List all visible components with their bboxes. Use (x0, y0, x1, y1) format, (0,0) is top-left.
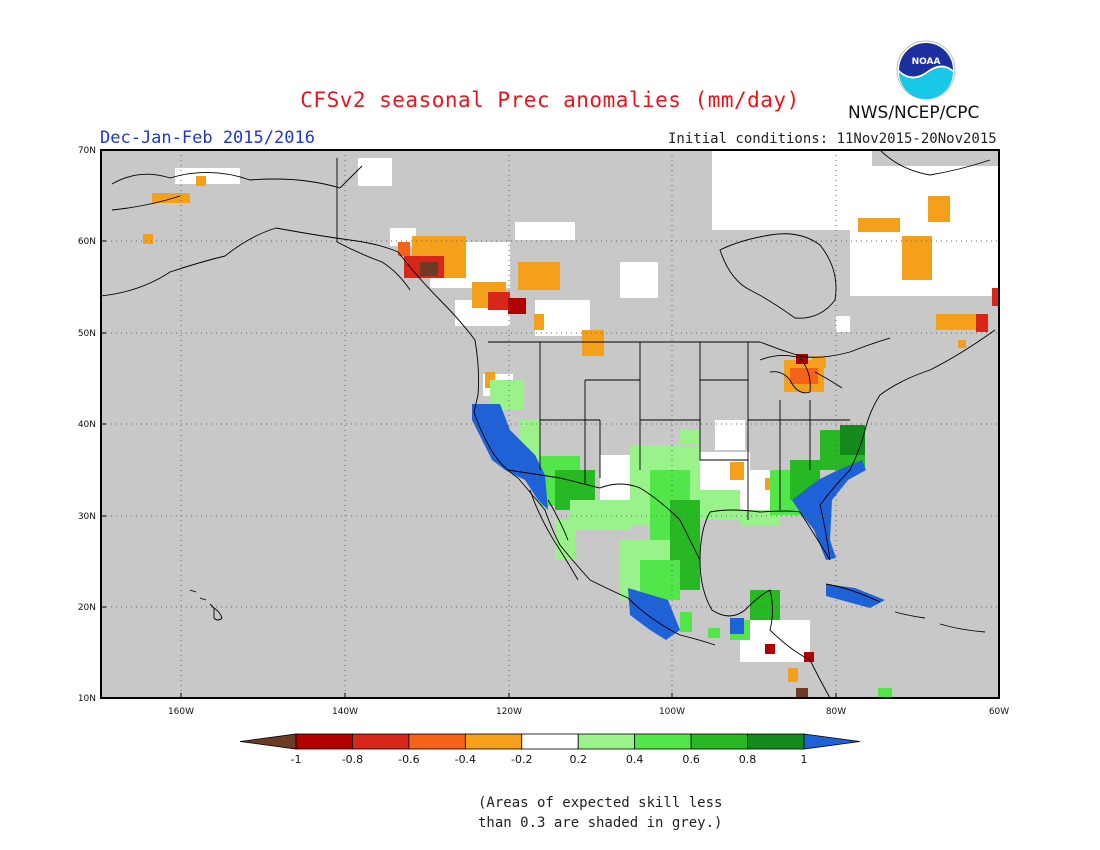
longitude-labels: 160W 140W 120W 100W 80W 60W (168, 707, 1009, 717)
lon-label: 100W (659, 707, 685, 717)
colorbar-label: 0.8 (739, 753, 757, 766)
lat-label: 60N (78, 237, 96, 247)
colorbar: -1 -0.8 -0.6 -0.4 -0.2 0.2 0.4 0.6 0.8 1 (239, 733, 861, 766)
colorbar-low-arrow (239, 733, 297, 750)
lon-label: 60W (989, 707, 1009, 717)
noaa-logo: NOAA (896, 40, 956, 100)
colorbar-swatch (464, 733, 523, 750)
season-label: Dec-Jan-Feb 2015/2016 (100, 128, 315, 148)
lat-label: 10N (78, 694, 96, 704)
dry-anomaly-patches (143, 176, 999, 698)
lat-label: 40N (78, 420, 96, 430)
colorbar-swatch (408, 733, 466, 750)
noaa-logo-text: NOAA (912, 57, 941, 67)
colorbar-swatch (634, 733, 692, 750)
page-title: CFSv2 seasonal Prec anomalies (mm/day) (300, 88, 800, 112)
colorbar-label: -0.8 (342, 753, 363, 766)
colorbar-swatch (295, 733, 353, 750)
colorbar-label: 1 (801, 753, 808, 766)
colorbar-swatch (577, 733, 636, 750)
colorbar-label: -0.6 (398, 753, 419, 766)
agency-label: NWS/NCEP/CPC (848, 103, 980, 123)
lat-label: 30N (78, 512, 96, 522)
colorbar-label: -0.2 (511, 753, 532, 766)
lon-label: 80W (826, 707, 846, 717)
colorbar-swatch (352, 733, 410, 750)
skill-footnote-line1: (Areas of expected skill less (478, 795, 723, 811)
colorbar-high-arrow (803, 733, 861, 750)
lon-label: 140W (332, 707, 358, 717)
lon-label: 120W (496, 707, 522, 717)
lat-label: 50N (78, 329, 96, 339)
skill-footnote-line2: than 0.3 are shaded in grey.) (478, 815, 723, 831)
lat-label: 70N (78, 146, 96, 156)
colorbar-swatch (521, 733, 579, 750)
map-plot-area (101, 150, 999, 698)
coastlines-and-borders (101, 150, 996, 698)
colorbar-swatch (690, 733, 748, 750)
latitude-labels: 70N 60N 50N 40N 30N 20N 10N (78, 146, 96, 704)
skill-footnote: (Areas of expected skill less than 0.3 a… (478, 793, 722, 833)
strong-wet-anomaly-patches (472, 404, 885, 640)
initial-conditions-label: Initial conditions: 11Nov2015-20Nov2015 (668, 131, 997, 147)
colorbar-label: 0.4 (626, 753, 644, 766)
colorbar-label: -1 (291, 753, 302, 766)
lon-label: 160W (168, 707, 194, 717)
lat-label: 20N (78, 603, 96, 613)
colorbar-label: 0.2 (569, 753, 587, 766)
tick-marks (101, 240, 837, 698)
colorbar-label: 0.6 (682, 753, 700, 766)
colorbar-swatch (747, 733, 805, 750)
colorbar-label: -0.4 (455, 753, 476, 766)
